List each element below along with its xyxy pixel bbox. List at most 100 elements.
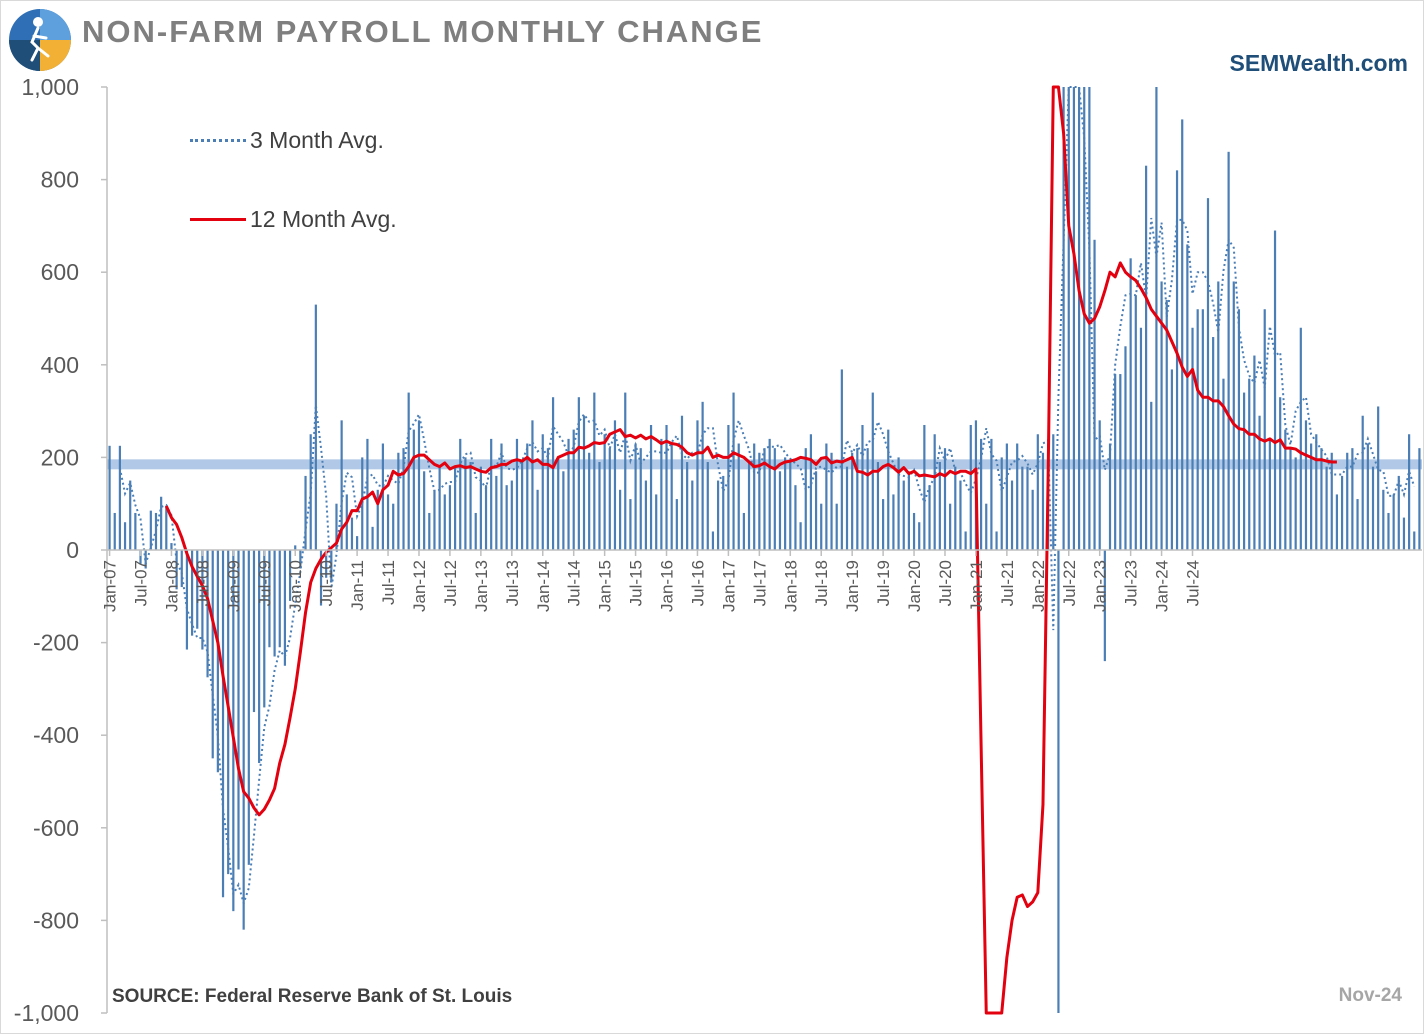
bar: [392, 503, 395, 550]
bar: [340, 420, 343, 550]
bar: [1191, 327, 1194, 550]
bar: [1248, 378, 1251, 550]
bar: [1165, 299, 1168, 550]
bar: [376, 489, 379, 550]
bar: [1041, 452, 1045, 550]
bar: [515, 438, 519, 550]
bar: [443, 494, 446, 550]
bar: [1217, 281, 1220, 550]
bar: [1377, 406, 1380, 550]
legend-label-12-month: 12 Month Avg.: [250, 206, 397, 232]
bar: [1072, 87, 1076, 550]
y-tick-label: -1,000: [14, 1000, 79, 1026]
x-tick-label: Jul-10: [317, 560, 336, 606]
bar: [448, 485, 452, 550]
bar: [1093, 239, 1096, 551]
bar: [526, 443, 529, 550]
bar: [758, 452, 761, 550]
bar: [887, 429, 890, 550]
bar: [1315, 434, 1318, 550]
bar: [892, 494, 895, 550]
bar: [1145, 165, 1148, 550]
y-tick-label: 400: [41, 352, 79, 378]
bar: [325, 550, 328, 578]
x-tick-label: Jul-21: [998, 560, 1017, 606]
bar: [861, 424, 864, 550]
bar: [129, 480, 132, 550]
bar: [851, 452, 854, 550]
bar: [768, 438, 771, 550]
bar: [263, 550, 266, 708]
brand-link[interactable]: SEMWealth.com: [1229, 50, 1409, 76]
bar: [593, 392, 596, 550]
y-tick-label: -800: [33, 907, 79, 933]
bar: [866, 448, 869, 550]
y-tick-label: -200: [33, 630, 79, 656]
bar: [1356, 499, 1359, 550]
bar: [459, 438, 462, 550]
y-tick-label: 0: [66, 537, 79, 563]
bar: [572, 429, 575, 550]
bar: [428, 512, 431, 550]
x-tick-label: Jul-11: [379, 560, 398, 605]
bar: [1304, 420, 1308, 550]
twelve-month-avg-line: [164, 85, 1337, 1015]
bar: [619, 489, 622, 550]
bar: [1103, 550, 1106, 662]
bar: [897, 457, 900, 550]
bar: [206, 550, 209, 678]
bar: [979, 438, 983, 550]
x-tick-label: Jul-09: [255, 560, 274, 606]
bar: [288, 550, 292, 601]
bar: [1320, 448, 1323, 550]
bar: [660, 438, 663, 550]
source-note: SOURCE: Federal Reserve Bank of St. Loui…: [112, 986, 513, 1007]
x-tick-label: Jan-13: [472, 560, 491, 612]
bar-series: [108, 87, 1421, 1013]
bar: [799, 522, 802, 550]
bar: [820, 503, 823, 550]
bar: [1005, 443, 1008, 550]
bar: [1232, 281, 1235, 550]
bar: [1108, 443, 1112, 550]
bar: [134, 512, 137, 550]
bar: [582, 415, 586, 550]
bar: [613, 420, 617, 550]
bar: [1299, 327, 1302, 550]
bar: [711, 531, 715, 550]
x-tick-label: Jul-17: [750, 560, 769, 606]
bar: [350, 517, 354, 550]
x-tick-label: Jul-12: [441, 560, 460, 606]
legend-swatch-12-month: [190, 218, 246, 221]
x-tick-label: Jan-08: [162, 560, 181, 612]
bar: [1139, 327, 1143, 550]
bar: [510, 480, 513, 550]
x-tick-label: Jan-11: [348, 560, 367, 611]
bar: [876, 462, 880, 550]
bar: [479, 466, 482, 550]
x-tick-label: Jul-07: [132, 560, 151, 606]
bar: [118, 445, 121, 550]
bar: [546, 448, 550, 550]
bar: [1170, 369, 1173, 550]
bar: [1366, 443, 1369, 550]
y-tick-label: 1,000: [21, 74, 79, 100]
x-tick-label: Jul-22: [1060, 560, 1079, 606]
bar: [108, 445, 111, 550]
chart-header: NON-FARM PAYROLL MONTHLY CHANGE SEMWealt…: [0, 0, 1424, 76]
bar: [964, 531, 967, 550]
bar: [1057, 550, 1060, 1013]
y-tick-label: -400: [33, 722, 79, 748]
x-tick-label: Jul-23: [1122, 560, 1141, 606]
bar: [139, 550, 142, 564]
x-tick-label: Jul-15: [627, 560, 646, 606]
bar: [273, 550, 276, 657]
bar: [701, 401, 704, 550]
chart-title: NON-FARM PAYROLL MONTHLY CHANGE: [82, 14, 764, 49]
bar: [680, 415, 684, 550]
bar: [747, 462, 751, 550]
bar: [706, 462, 709, 550]
x-tick-label: Jan-20: [905, 560, 924, 612]
bar: [1196, 309, 1199, 550]
